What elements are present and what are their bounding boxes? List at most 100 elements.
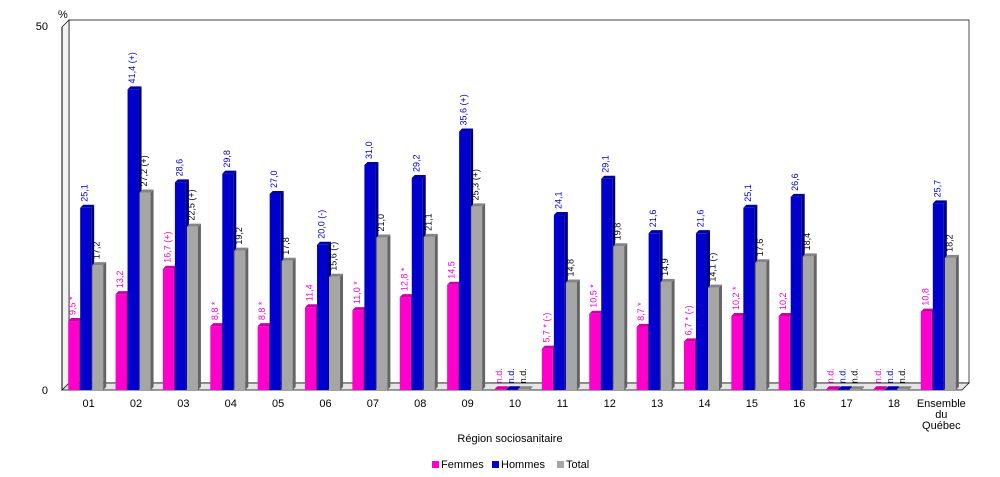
value-label-femmes-10: n.d.	[494, 368, 504, 383]
bar-total-4	[234, 247, 249, 390]
bar-hommes-13	[648, 230, 663, 390]
value-label-femmes-2: 13,2	[115, 271, 125, 289]
x-tick-label-9: 09	[462, 398, 474, 410]
bar-total-17	[850, 386, 865, 390]
bar-hommes-11	[553, 212, 568, 390]
x-tick-label-13: 13	[651, 398, 663, 410]
bar-total-5	[281, 257, 296, 390]
y-tick-top: 50	[36, 21, 48, 33]
bar-femmes-16	[778, 312, 793, 390]
bar-femmes-14	[683, 338, 698, 390]
bar-total-14	[707, 284, 722, 390]
y-axis-unit: %	[58, 9, 68, 21]
bar-total-3	[186, 223, 201, 390]
value-label-total-11: 14,8	[565, 259, 575, 277]
value-label-hommes-11: 24,1	[553, 192, 563, 210]
value-label-hommes-2: 41,4 (+)	[127, 52, 137, 83]
x-tick-label-15: 15	[746, 398, 758, 410]
x-tick-label-11: 11	[557, 398, 568, 410]
value-label-total-7: 21,0	[376, 214, 386, 232]
bar-total-7	[376, 234, 391, 390]
bar-hommes-19	[932, 200, 947, 390]
legend: Femmes Hommes Total	[432, 459, 589, 471]
x-tick-label-16: 16	[793, 398, 805, 410]
bar-hommes-15	[743, 204, 758, 390]
x-tick-label-4: 04	[225, 398, 237, 410]
side-wall	[61, 19, 70, 391]
legend-swatch-hommes	[492, 461, 499, 468]
x-tick-label-8: 08	[414, 398, 426, 410]
bar-femmes-7	[352, 307, 367, 390]
value-label-femmes-4: 8,8 *	[210, 301, 220, 320]
legend-swatch-total	[557, 461, 564, 468]
value-label-hommes-5: 27,0	[269, 170, 279, 188]
value-label-total-2: 27,2 (+)	[139, 155, 149, 186]
bar-hommes-18	[885, 386, 900, 390]
value-label-total-8: 21,1	[423, 213, 433, 231]
x-tick-label-10: 10	[509, 398, 521, 410]
bar-total-2	[139, 189, 154, 390]
bar-femmes-6	[305, 304, 320, 390]
bar-total-19	[944, 254, 959, 390]
bar-total-13	[660, 278, 675, 390]
bar-hommes-5	[269, 190, 284, 390]
bar-total-11	[565, 279, 580, 390]
x-tick-label-14: 14	[698, 398, 710, 410]
value-label-total-4: 19,2	[234, 227, 244, 245]
value-label-hommes-8: 29,2	[411, 154, 421, 172]
x-tick-label-19: Ensemble	[917, 398, 966, 410]
value-label-femmes-15: 10,2 *	[731, 286, 741, 310]
value-label-femmes-14: 6,7 * (-)	[683, 305, 693, 335]
y-tick-zero: 0	[42, 385, 48, 397]
value-label-femmes-3: 16,7 (+)	[162, 231, 172, 262]
value-label-femmes-11: 5,7 * (-)	[541, 313, 551, 343]
bar-total-10	[518, 386, 533, 390]
bar-total-18	[897, 386, 912, 390]
bar-hommes-10	[506, 386, 521, 390]
value-label-total-6: 15,6 (-)	[329, 242, 339, 271]
value-label-hommes-18: n.d.	[885, 368, 895, 383]
value-label-total-5: 17,8	[281, 237, 291, 255]
value-label-total-17: n.d.	[850, 368, 860, 383]
bar-hommes-4	[222, 170, 237, 390]
value-label-hommes-16: 26,6	[790, 173, 800, 191]
bar-total-8	[423, 233, 438, 390]
value-label-total-12: 19,8	[613, 223, 623, 241]
legend-swatch-femmes	[432, 461, 439, 468]
bar-femmes-1	[68, 318, 83, 390]
x-tick-label-19: du	[935, 409, 947, 421]
value-label-total-10: n.d.	[518, 368, 528, 383]
value-label-hommes-7: 31,0	[364, 141, 374, 159]
x-tick-label-19: Québec	[922, 420, 961, 432]
bar-total-1	[92, 262, 107, 390]
value-label-femmes-18: n.d.	[873, 368, 883, 383]
value-label-hommes-3: 28,6	[174, 159, 184, 177]
bars-group	[68, 86, 959, 390]
bar-hommes-12	[601, 175, 616, 390]
value-label-femmes-13: 8,7 *	[636, 302, 646, 321]
x-tick-label-12: 12	[604, 398, 616, 410]
legend-label-hommes: Hommes	[501, 459, 546, 471]
x-tick-label-1: 01	[83, 398, 95, 410]
value-label-femmes-5: 8,8 *	[257, 301, 267, 320]
x-tick-label-6: 06	[319, 398, 331, 410]
bar-total-16	[802, 253, 817, 390]
value-label-femmes-9: 14,5	[447, 261, 457, 279]
value-label-hommes-13: 21,6	[648, 210, 658, 228]
bar-femmes-9	[447, 281, 462, 390]
bar-femmes-11	[541, 345, 556, 390]
value-label-hommes-14: 21,6	[695, 210, 705, 228]
value-label-femmes-12: 10,5 *	[589, 284, 599, 308]
bar-femmes-5	[257, 323, 272, 390]
value-label-total-13: 14,9	[660, 258, 670, 276]
value-label-total-16: 18,4	[802, 233, 812, 251]
legend-label-total: Total	[566, 459, 589, 471]
x-tick-labels: 01 02 03 04 05 06 07 08 09 10 11 12 13 14 15 16 17 18 Ense…	[83, 398, 966, 432]
x-tick-label-18: 18	[888, 398, 900, 410]
value-label-hommes-10: n.d.	[506, 368, 516, 383]
x-axis-title: Région sociosanitaire	[457, 433, 562, 445]
bar-femmes-15	[731, 312, 746, 390]
bar-total-9	[471, 203, 486, 390]
value-label-total-18: n.d.	[897, 368, 907, 383]
bar-hommes-17	[838, 386, 853, 390]
